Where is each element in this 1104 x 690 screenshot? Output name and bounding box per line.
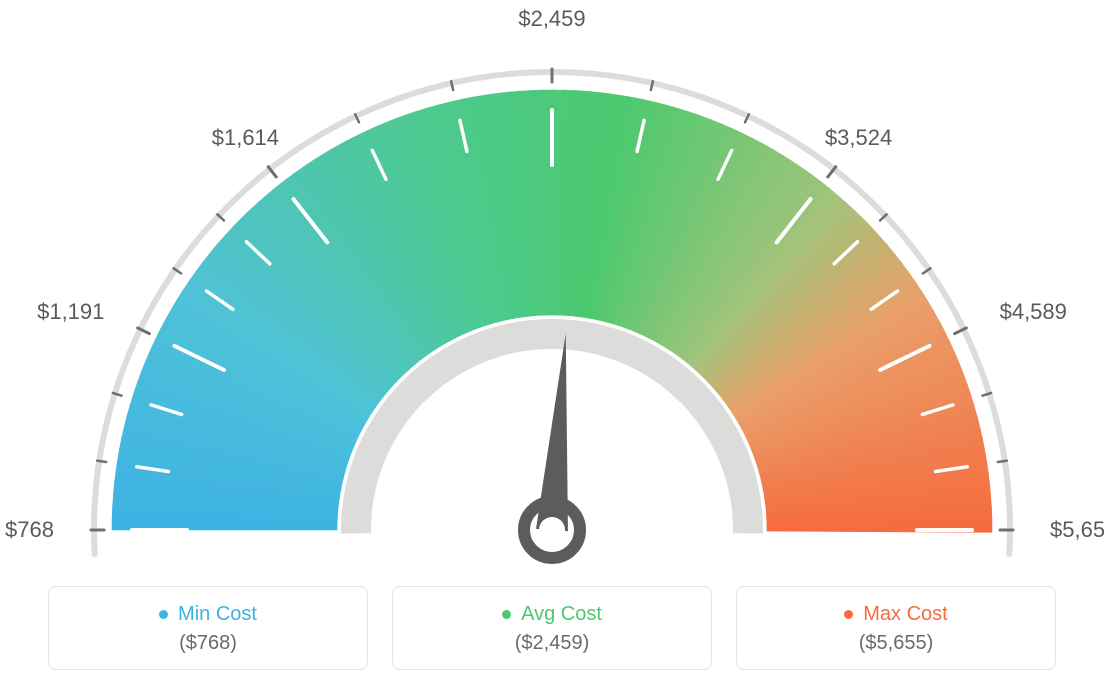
legend-card-max: Max Cost ($5,655) [736,586,1056,670]
gauge-tick-label: $768 [5,517,54,543]
legend-card-min: Min Cost ($768) [48,586,368,670]
legend-value-min: ($768) [69,632,347,655]
legend-title-avg: Avg Cost [502,603,602,626]
gauge-needle [524,333,580,558]
legend-title-min: Min Cost [159,603,257,626]
legend-value-max: ($5,655) [757,632,1035,655]
legend-dot-avg [502,610,511,619]
gauge-tick-label: $1,191 [37,299,104,325]
legend-dot-min [159,610,168,619]
legend-label-avg: Avg Cost [521,603,602,626]
gauge-tick-label: $3,524 [825,125,892,151]
legend-card-avg: Avg Cost ($2,459) [392,586,712,670]
legend-value-avg: ($2,459) [413,632,691,655]
gauge-chart: $768 $1,191 $1,614 $2,459 $3,524 $4,589 $5,655 [0,0,1104,560]
gauge-tick-label: $5,655 [1050,517,1104,543]
gauge-tick-label: $4,589 [1000,299,1067,325]
gauge-tick-label: $2,459 [518,6,585,32]
legend-label-min: Min Cost [178,603,257,626]
legend-row: Min Cost ($768) Avg Cost ($2,459) Max Co… [0,586,1104,670]
legend-title-max: Max Cost [844,603,947,626]
gauge-tick-label: $1,614 [212,125,279,151]
gauge-svg [62,40,1042,580]
legend-dot-max [844,610,853,619]
legend-label-max: Max Cost [863,603,947,626]
